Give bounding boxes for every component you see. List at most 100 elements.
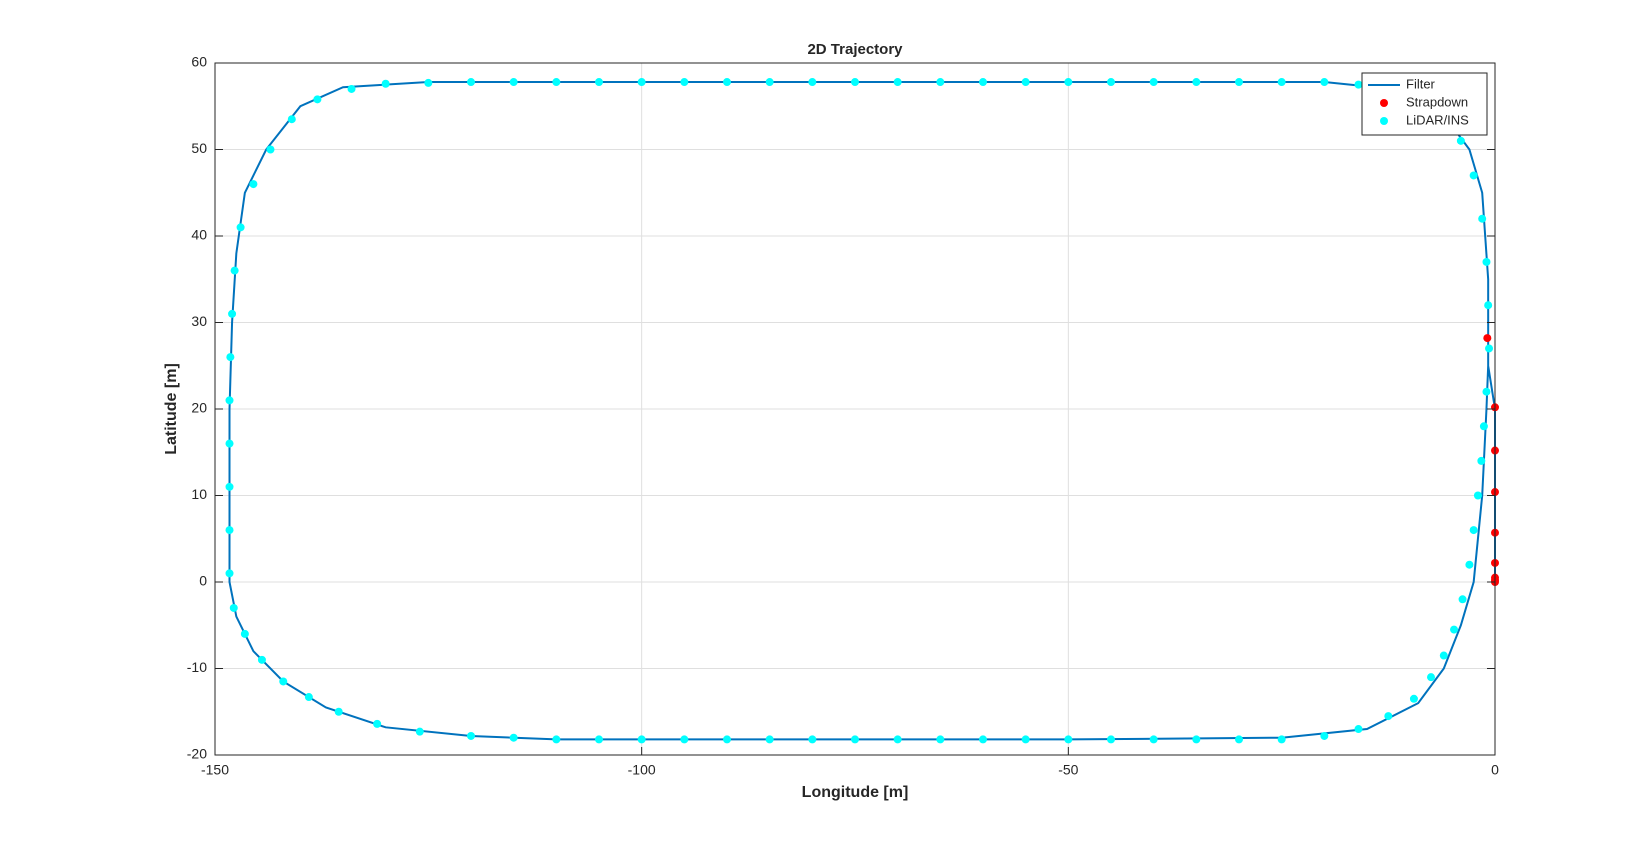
point (313, 95, 322, 104)
y-tick-label: 50 (191, 140, 207, 156)
point (287, 115, 296, 124)
y-tick-label: 30 (191, 313, 207, 329)
point (893, 735, 902, 744)
point (893, 78, 902, 87)
legend-swatch (1380, 117, 1388, 125)
point (236, 223, 245, 232)
point (228, 309, 237, 318)
point (723, 78, 731, 87)
point (257, 655, 266, 664)
point (1478, 214, 1487, 223)
point (1473, 491, 1482, 500)
point (1456, 136, 1465, 145)
legend-label: LiDAR/INS (1406, 112, 1469, 127)
legend-swatch (1380, 99, 1388, 107)
point (279, 677, 288, 686)
point (1439, 651, 1448, 660)
point (1021, 78, 1030, 87)
point (1482, 257, 1491, 266)
point (381, 79, 390, 88)
point (230, 266, 239, 275)
point (1384, 712, 1393, 721)
y-axis-label: Latitude [m] (163, 363, 180, 455)
point (1354, 725, 1363, 734)
x-axis-label: Longitude [m] (802, 784, 909, 801)
x-tick-label: -100 (628, 762, 656, 778)
point (415, 727, 424, 736)
point (467, 78, 475, 87)
point (1458, 595, 1467, 604)
point (1483, 334, 1492, 343)
point (680, 735, 689, 744)
point (595, 78, 603, 87)
point (424, 78, 433, 87)
point (1064, 78, 1073, 87)
point (1235, 78, 1243, 87)
x-tick-label: -150 (201, 762, 229, 778)
point (467, 731, 475, 740)
point (1485, 344, 1494, 353)
point (552, 78, 561, 87)
point (637, 735, 646, 744)
point (1192, 78, 1201, 87)
point (936, 735, 945, 744)
point (1354, 80, 1363, 89)
point (808, 78, 817, 87)
point (226, 353, 235, 362)
y-tick-label: 60 (191, 54, 207, 70)
point (979, 78, 987, 87)
point (1477, 456, 1486, 465)
y-tick-label: 10 (191, 486, 207, 502)
point (851, 735, 859, 744)
point (1277, 735, 1286, 744)
point (1482, 387, 1491, 396)
point (225, 396, 234, 405)
point (1107, 78, 1115, 87)
point (509, 78, 518, 87)
point (637, 78, 646, 87)
legend: Filter Strapdown LiDAR/INS (1361, 72, 1488, 136)
y-tick-label: 40 (191, 227, 207, 243)
point (1427, 673, 1435, 682)
point (225, 526, 234, 535)
point (373, 719, 382, 728)
point (723, 735, 731, 744)
point (765, 735, 774, 744)
point (1479, 422, 1488, 431)
point (851, 78, 859, 87)
point (304, 693, 313, 702)
y-tick-label: 0 (199, 573, 207, 589)
point (1469, 171, 1478, 180)
point (808, 735, 817, 744)
legend-label: Filter (1406, 76, 1436, 91)
point (347, 84, 356, 93)
point (936, 78, 945, 87)
point (1064, 735, 1073, 744)
point (765, 78, 774, 87)
y-tick-label: 20 (191, 400, 207, 416)
point (1021, 735, 1030, 744)
point (1450, 625, 1459, 634)
point (1192, 735, 1201, 744)
point (979, 735, 987, 744)
point (249, 180, 258, 189)
point (1465, 560, 1474, 569)
point (1409, 694, 1418, 703)
point (1320, 731, 1329, 740)
x-tick-label: -50 (1058, 762, 1078, 778)
point (1484, 301, 1493, 310)
point (1149, 78, 1158, 87)
point (1277, 78, 1286, 87)
point (334, 707, 343, 716)
point (1469, 526, 1478, 535)
point (225, 569, 234, 578)
point (1235, 735, 1243, 744)
x-tick-label: 0 (1491, 762, 1499, 778)
point (225, 482, 234, 491)
grid-layer (214, 62, 1496, 756)
point (225, 439, 234, 448)
point (229, 603, 238, 612)
y-tick-label: -20 (187, 746, 207, 762)
